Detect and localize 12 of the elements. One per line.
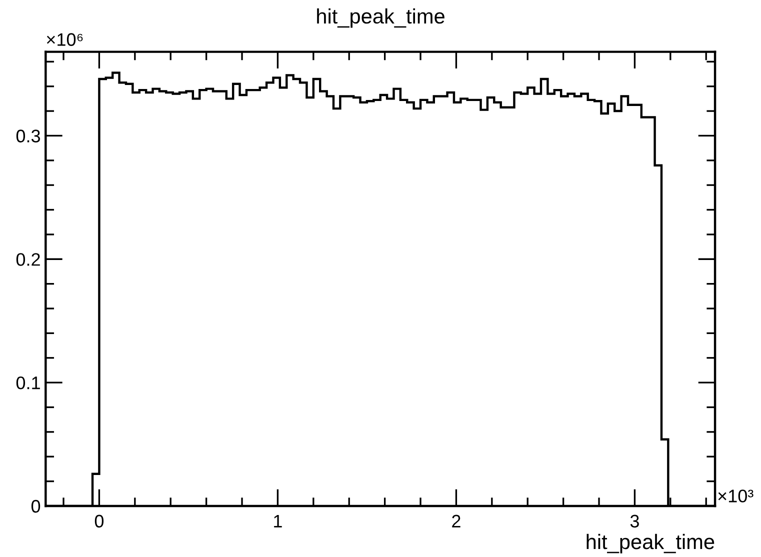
x-tick-label: 3 — [630, 514, 639, 528]
chart-title: hit_peak_time — [317, 8, 444, 28]
x-axis-title: hit_peak_time — [586, 534, 714, 554]
y-tick-label: 0.1 — [16, 376, 40, 390]
text: ×10⁶ — [46, 33, 83, 46]
y-tick-label: 0.2 — [16, 253, 40, 266]
x-tick-label: 2 — [452, 514, 460, 528]
x-tick-label: 1 — [274, 514, 282, 528]
x-tick-label: 0 — [94, 514, 104, 528]
y-tick-label: 0 — [31, 500, 40, 513]
y-tick-label: 0.3 — [16, 130, 40, 142]
text: ×10³ — [718, 490, 754, 502]
